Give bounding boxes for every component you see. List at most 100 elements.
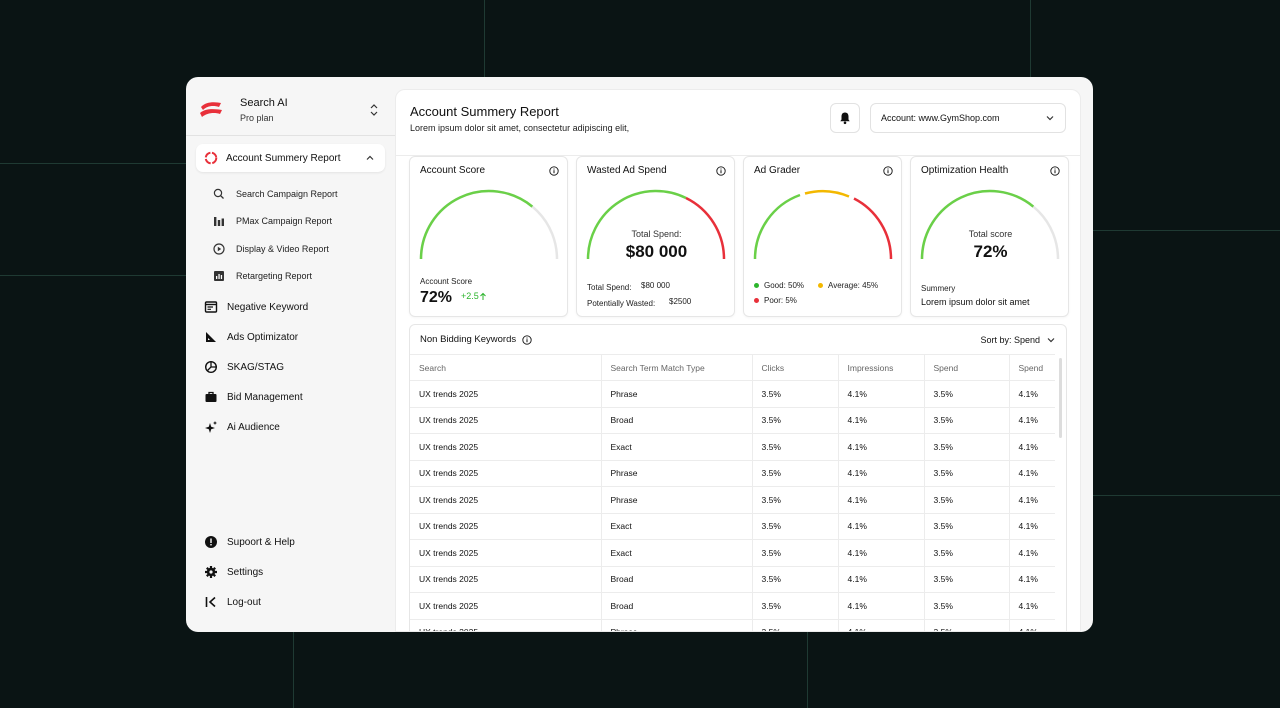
sidebar-item-negative-keyword[interactable]: Negative Keyword — [196, 292, 385, 322]
table-row[interactable]: UX trends 2025 Exact 3.5% 4.1% 3.5% 4.1% — [410, 433, 1055, 461]
sidebar-subitem-search-campaign-report[interactable]: Search Campaign Report — [196, 180, 385, 208]
table-cell: 3.5% — [751, 513, 838, 540]
sidebar-item-bid-management[interactable]: Bid Management — [196, 382, 385, 412]
ruler-icon — [206, 332, 216, 342]
sidebar-subitem-label: Display & Video Report — [236, 243, 329, 254]
summary-label: Summery — [921, 284, 956, 293]
legend-label: Average: 45% — [828, 281, 879, 290]
sidebar-item-account-summery-report[interactable]: Account Summery Report — [196, 144, 385, 172]
sidebar-item-support-help[interactable]: Supoort & Help — [196, 527, 385, 557]
table-cell: 4.1% — [1008, 486, 1055, 514]
sidebar-subitem-display-video-report[interactable]: Display & Video Report — [196, 235, 385, 263]
pie-icon — [204, 360, 218, 374]
legend-dot — [754, 298, 759, 303]
account-score-gauge — [419, 189, 559, 260]
table-cell: Phrase — [600, 619, 752, 631]
optimization-health-gauge — [920, 189, 1060, 260]
gear-icon — [205, 566, 217, 578]
non-bidding-keywords-panel: Non Bidding Keywords Sort by: Spend — [409, 324, 1067, 631]
wasted-center-label: Total Spend: — [631, 229, 682, 239]
info-icon[interactable] — [549, 166, 559, 176]
legend-label: Poor: 5% — [764, 296, 797, 305]
column-header[interactable]: Impressions — [837, 354, 924, 381]
table-cell: UX trends 2025 — [410, 486, 601, 514]
column-header[interactable]: Search Term Match Type — [600, 354, 752, 381]
table-row[interactable]: UX trends 2025 Broad 3.5% 4.1% 3.5% 4.1% — [410, 592, 1055, 620]
table-cell: 4.1% — [1008, 513, 1055, 540]
table-cell: Phrase — [600, 460, 752, 487]
table-row[interactable]: UX trends 2025 Exact 3.5% 4.1% 3.5% 4.1% — [410, 513, 1055, 540]
column-header[interactable]: Clicks — [751, 354, 838, 381]
workspace-switcher[interactable]: Search AI Pro plan — [196, 87, 385, 133]
sort-dropdown[interactable]: Sort by: Spend — [980, 335, 1056, 345]
card-title: Account Score — [420, 165, 486, 176]
legend-average: Average: 45% — [818, 281, 878, 290]
table-cell: Exact — [600, 513, 752, 540]
table-cell: 4.1% — [837, 407, 924, 434]
sidebar-item-label: Supoort & Help — [227, 536, 295, 548]
account-select[interactable]: Account: www.GymShop.com — [870, 103, 1066, 133]
sidebar-item-label: Ads Optimizator — [227, 331, 299, 343]
table-cell: 3.5% — [923, 407, 1009, 434]
table-cell: 3.5% — [923, 566, 1009, 593]
table-cell: 3.5% — [923, 619, 1009, 631]
info-icon[interactable] — [522, 334, 532, 345]
table-cell: Phrase — [600, 380, 752, 408]
optimization-center-label: Total score — [968, 229, 1013, 239]
info-icon[interactable] — [1050, 166, 1060, 176]
sidebar-item-label: Account Summery Report — [226, 152, 341, 164]
sidebar-item-ads-optimizator[interactable]: Ads Optimizator — [196, 322, 385, 352]
table-cell: 4.1% — [837, 433, 924, 461]
keywords-table: Search Search Term Match Type Clicks Imp… — [410, 354, 1055, 631]
table-cell: Phrase — [600, 486, 752, 514]
table-row[interactable]: UX trends 2025 Exact 3.5% 4.1% 3.5% 4.1% — [410, 539, 1055, 567]
sidebar-item-skag-stag[interactable]: SKAG/STAG — [196, 352, 385, 382]
wasted-ad-spend-card: Wasted Ad Spend Total Spend: $80 000 Tot… — [576, 156, 735, 317]
table-cell: 4.1% — [1008, 433, 1055, 461]
sidebar-item-label: SKAG/STAG — [227, 361, 285, 373]
table-cell: 3.5% — [751, 566, 838, 593]
table-cell: 3.5% — [923, 433, 1009, 461]
account-score-card: Account Score Account Score 72% +2.5 — [409, 156, 568, 317]
brand-plan: Pro plan — [240, 113, 274, 123]
app-window: Search AI Pro plan Account Summery Repor… — [186, 77, 1093, 632]
bar-chart-icon — [214, 217, 224, 227]
column-header[interactable]: Spend — [1008, 354, 1055, 381]
potentially-wasted-value: $2500 — [669, 297, 692, 306]
table-cell: UX trends 2025 — [410, 433, 601, 461]
table-cell: 3.5% — [923, 460, 1009, 487]
ad-grader-gauge — [753, 189, 893, 260]
table-cell: 3.5% — [751, 619, 838, 631]
legend-dot — [754, 283, 759, 288]
sidebar-item-settings[interactable]: Settings — [196, 557, 385, 587]
info-icon[interactable] — [883, 166, 893, 176]
document-icon — [204, 301, 218, 313]
table-row[interactable]: UX trends 2025 Broad 3.5% 4.1% 3.5% 4.1% — [410, 407, 1055, 434]
briefcase-icon — [205, 391, 217, 402]
account-score-delta-value: +2.5 — [461, 291, 479, 301]
bell-icon — [840, 112, 850, 125]
table-cell: UX trends 2025 — [410, 407, 601, 434]
notifications-button[interactable] — [830, 103, 860, 133]
table-row[interactable]: UX trends 2025 Broad 3.5% 4.1% 3.5% 4.1% — [410, 566, 1055, 593]
table-scrollbar[interactable] — [1059, 358, 1062, 438]
sidebar-item-log-out[interactable]: Log-out — [196, 587, 385, 617]
sidebar-subitem-label: PMax Campaign Report — [236, 216, 333, 227]
table-cell: 4.1% — [837, 539, 924, 567]
account-select-value: Account: www.GymShop.com — [881, 113, 1000, 123]
sidebar-item-ai-audience[interactable]: Ai Audience — [196, 412, 385, 442]
card-title: Optimization Health — [921, 165, 1009, 176]
table-cell: 4.1% — [837, 566, 924, 593]
table-cell: UX trends 2025 — [410, 380, 601, 408]
sidebar-subitem-pmax-campaign-report[interactable]: PMax Campaign Report — [196, 208, 385, 236]
legend-good: Good: 50% — [754, 281, 804, 290]
info-icon[interactable] — [716, 166, 726, 176]
column-header[interactable]: Search — [410, 354, 601, 381]
table-cell: Exact — [600, 539, 752, 567]
column-header[interactable]: Spend — [923, 354, 1009, 381]
sidebar-subitem-retargeting-report[interactable]: Retargeting Report — [196, 263, 385, 291]
